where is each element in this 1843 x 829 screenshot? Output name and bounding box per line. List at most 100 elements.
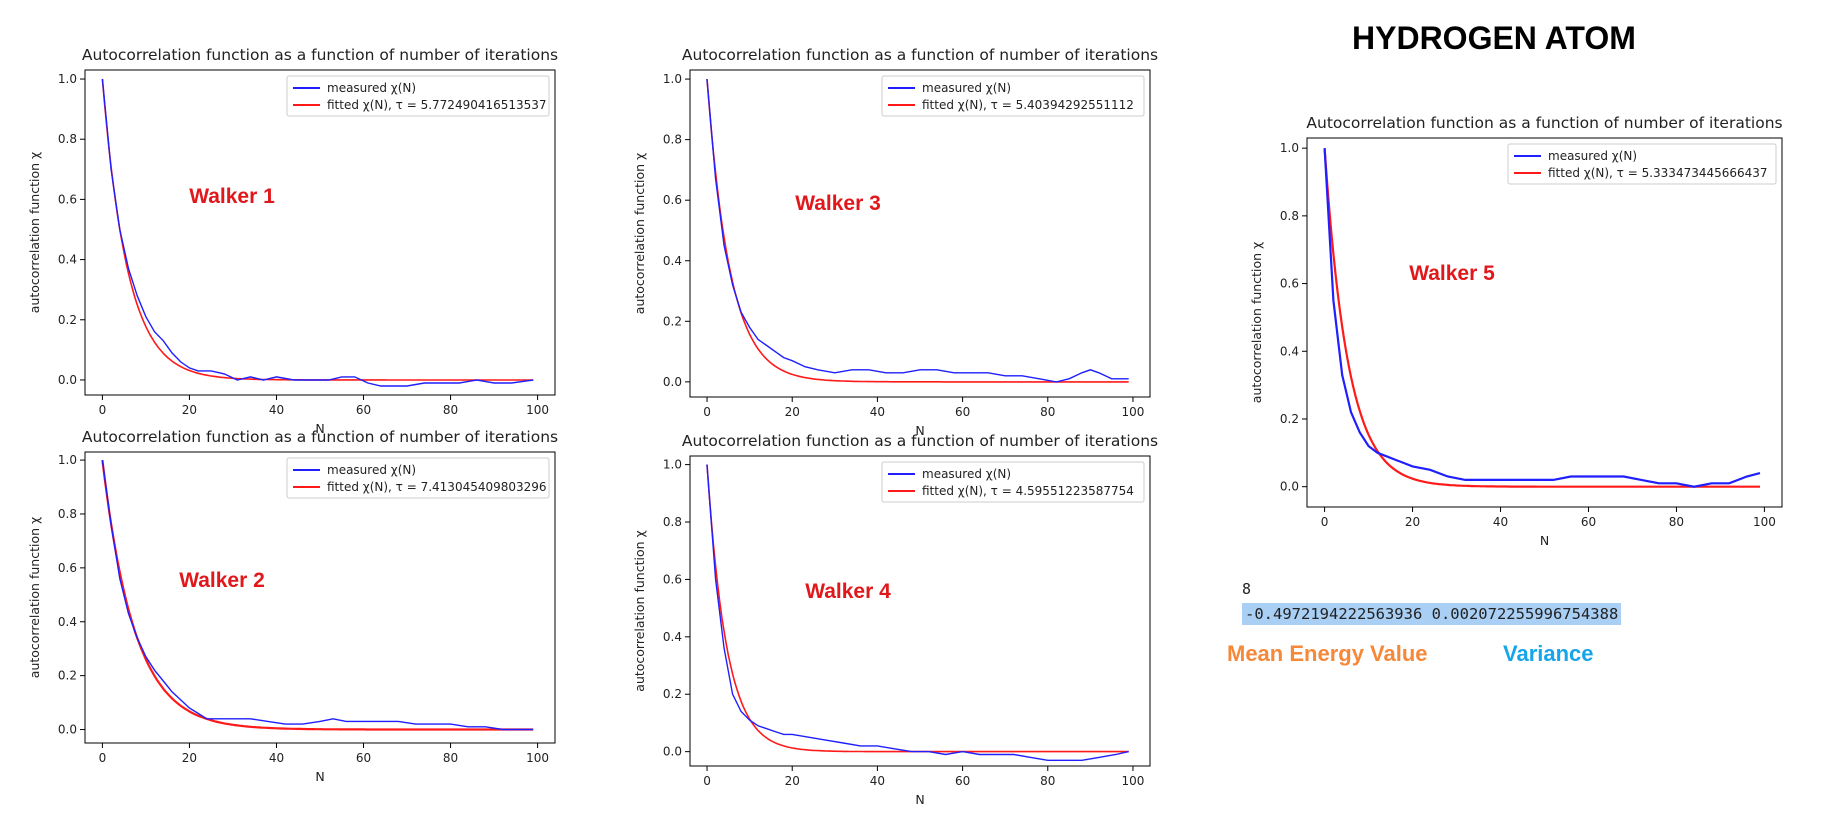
walker-annotation: Walker 3 [795, 192, 881, 215]
chart-title: Autocorrelation function as a function o… [82, 46, 558, 64]
y-tick-label: 1.0 [663, 72, 682, 86]
y-tick-label: 0.8 [58, 132, 77, 146]
y-tick-label: 0.0 [1280, 480, 1299, 494]
x-tick-label: 100 [526, 403, 549, 417]
y-tick-label: 0.0 [663, 375, 682, 389]
y-tick-label: 0.6 [663, 572, 682, 586]
plot-frame [84, 451, 556, 744]
y-axis-label: autocorrelation function χ [27, 152, 42, 313]
x-tick-label: 40 [269, 403, 284, 417]
x-tick-label: 20 [1405, 515, 1420, 529]
legend-fitted-label: fitted χ(N), τ = 5.772490416513537 [327, 98, 547, 112]
walker5-svg: Autocorrelation function as a function o… [1249, 114, 1783, 548]
measured-curve-line [706, 464, 1129, 761]
y-tick-label: 0.4 [663, 630, 682, 644]
y-tick-label: 0.2 [58, 313, 77, 327]
y-tick-label: 0.2 [663, 687, 682, 701]
legend: measured χ(N) fitted χ(N), τ = 5.33347344… [1507, 143, 1777, 185]
walker3-svg: Autocorrelation function as a function o… [632, 46, 1158, 438]
legend-fitted-label: fitted χ(N), τ = 5.333473445666437 [1548, 166, 1768, 180]
x-tick-label: 100 [1753, 515, 1776, 529]
legend-box [881, 75, 1145, 117]
y-tick-label: 1.0 [58, 453, 77, 467]
fitted-curve-line [706, 79, 1129, 383]
output-energy-variance-line: -0.4972194222563936 0.002072255996754388 [1242, 603, 1622, 625]
chart-title: Autocorrelation function as a function o… [1306, 114, 1782, 132]
y-tick-label: 1.0 [58, 72, 77, 86]
legend-fitted-label: fitted χ(N), τ = 5.40394292551112 [922, 98, 1134, 112]
walker1-chart: Autocorrelation function as a function o… [27, 38, 580, 436]
x-tick-label: 20 [182, 751, 197, 765]
variance-caption: Variance [1503, 641, 1594, 666]
x-tick-label: 60 [356, 403, 371, 417]
plot-frame [1306, 137, 1783, 508]
x-tick-label: 60 [955, 405, 970, 419]
x-tick-label: 60 [955, 774, 970, 788]
y-tick-label: 0.4 [58, 253, 77, 267]
y-tick-label: 0.8 [663, 515, 682, 529]
walker-annotation: Walker 4 [805, 580, 891, 603]
chart-title: Autocorrelation function as a function o… [82, 428, 558, 446]
legend: measured χ(N) fitted χ(N), τ = 5.40394292… [881, 75, 1145, 117]
y-tick-label: 0.2 [1280, 412, 1299, 426]
fitted-curve-line [101, 78, 534, 381]
y-axis-label: autocorrelation function χ [27, 517, 42, 678]
y-tick-label: 0.6 [58, 561, 77, 575]
walker5-chart: Autocorrelation function as a function o… [1249, 110, 1822, 550]
x-tick-label: 0 [99, 403, 107, 417]
walker-annotation: Walker 2 [179, 569, 265, 592]
measured-curve-line [101, 78, 534, 387]
x-axis-label: N [315, 769, 324, 784]
y-tick-label: 1.0 [663, 458, 682, 472]
legend-box [286, 457, 550, 499]
x-tick-label: 40 [269, 751, 284, 765]
fitted-curve-line [706, 464, 1129, 753]
walker-annotation: Walker 5 [1409, 262, 1495, 285]
fitted-curve-line [1323, 148, 1760, 488]
legend: measured χ(N) fitted χ(N), τ = 4.59551223… [881, 461, 1145, 503]
y-tick-label: 0.8 [58, 507, 77, 521]
x-tick-label: 40 [1493, 515, 1508, 529]
y-tick-label: 0.2 [58, 669, 77, 683]
y-tick-label: 0.2 [663, 314, 682, 328]
x-tick-label: 0 [703, 405, 711, 419]
x-tick-label: 20 [785, 774, 800, 788]
x-tick-label: 100 [1122, 774, 1145, 788]
x-tick-label: 0 [1321, 515, 1329, 529]
fitted-curve-line [101, 459, 534, 731]
x-tick-label: 80 [1669, 515, 1684, 529]
legend: measured χ(N) fitted χ(N), τ = 5.77249041… [286, 75, 550, 117]
walker4-chart: Autocorrelation function as a function o… [632, 424, 1188, 814]
y-tick-label: 0.4 [663, 254, 682, 268]
x-tick-label: 20 [182, 403, 197, 417]
x-tick-label: 100 [1122, 405, 1145, 419]
x-tick-label: 20 [785, 405, 800, 419]
y-axis-label: autocorrelation function χ [1249, 242, 1264, 403]
x-tick-label: 0 [99, 751, 107, 765]
legend-measured-label: measured χ(N) [327, 463, 416, 477]
y-tick-label: 0.8 [1280, 209, 1299, 223]
x-axis-label: N [915, 792, 924, 807]
y-tick-label: 0.0 [663, 745, 682, 759]
measured-curve-line [706, 79, 1129, 383]
measured-curve-line [1323, 148, 1761, 488]
x-tick-label: 60 [1581, 515, 1596, 529]
x-tick-label: 40 [870, 774, 885, 788]
legend: measured χ(N) fitted χ(N), τ = 7.41304540… [286, 457, 550, 499]
x-axis-label: N [915, 423, 924, 438]
y-axis-label: autocorrelation function χ [632, 153, 647, 314]
measured-curve-line [101, 460, 534, 731]
y-tick-label: 0.0 [58, 373, 77, 387]
x-tick-label: 40 [870, 405, 885, 419]
x-tick-label: 80 [1040, 774, 1055, 788]
walker4-svg: Autocorrelation function as a function o… [632, 432, 1158, 807]
plot-frame [689, 69, 1151, 398]
walker-annotation: Walker 1 [189, 185, 275, 208]
x-tick-label: 100 [526, 751, 549, 765]
x-axis-label: N [1540, 533, 1549, 548]
legend-measured-label: measured χ(N) [1548, 149, 1637, 163]
y-tick-label: 0.4 [58, 615, 77, 629]
y-tick-label: 0.6 [1280, 277, 1299, 291]
legend-measured-label: measured χ(N) [922, 467, 1011, 481]
mean-energy-caption: Mean Energy Value [1227, 641, 1428, 666]
